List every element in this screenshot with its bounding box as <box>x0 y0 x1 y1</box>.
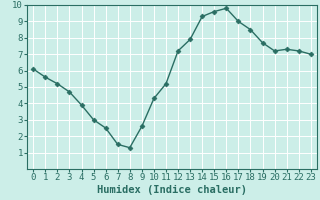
X-axis label: Humidex (Indice chaleur): Humidex (Indice chaleur) <box>97 185 247 195</box>
